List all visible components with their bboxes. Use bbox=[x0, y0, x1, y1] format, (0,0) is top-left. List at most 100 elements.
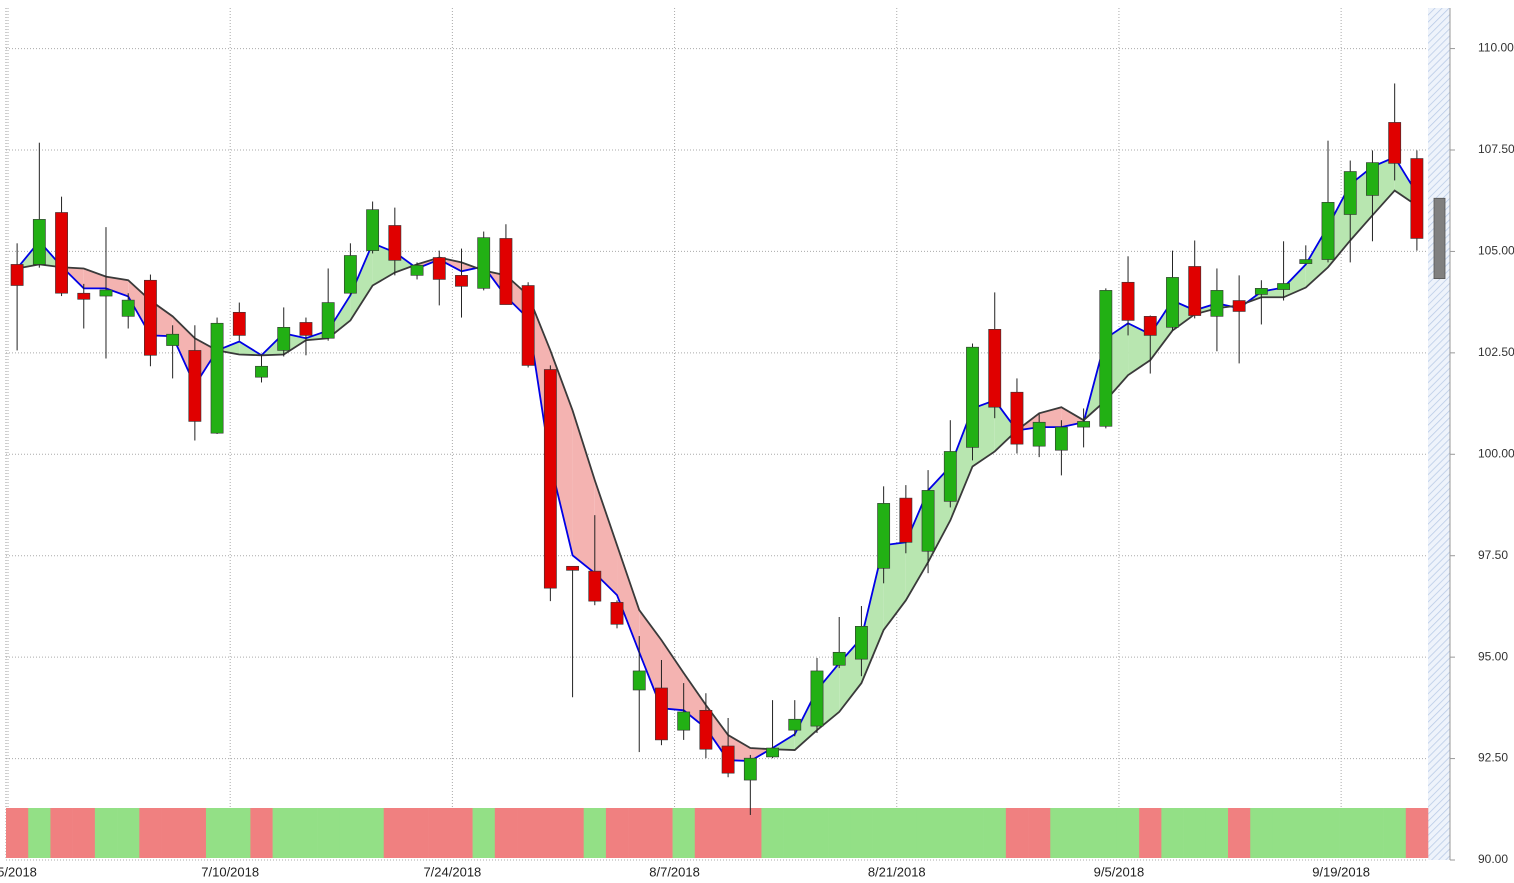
candle-body bbox=[188, 350, 202, 422]
candle-body bbox=[1388, 122, 1402, 164]
candle-body bbox=[877, 503, 891, 569]
candle-body bbox=[943, 451, 957, 502]
regime-segment bbox=[717, 808, 740, 858]
regime-segment bbox=[805, 808, 829, 858]
regime-segment bbox=[317, 808, 340, 858]
candle-body bbox=[255, 365, 268, 378]
regime-segment bbox=[605, 808, 629, 858]
regime-segment bbox=[872, 808, 896, 858]
regime-segment bbox=[6, 808, 29, 858]
candle-body bbox=[921, 490, 935, 552]
candle-body bbox=[1343, 171, 1357, 215]
y-tick-label: 102.50 bbox=[1478, 345, 1514, 359]
candle-body bbox=[321, 302, 335, 339]
band-fill bbox=[994, 400, 1017, 452]
moving-average-line bbox=[16, 189, 1418, 751]
candle-body bbox=[610, 602, 624, 625]
candle-body bbox=[1099, 290, 1113, 427]
regime-segment bbox=[494, 808, 518, 858]
candle-body bbox=[1277, 283, 1290, 290]
candle-body bbox=[1321, 202, 1335, 260]
x-tick-label: 8/21/2018 bbox=[868, 864, 926, 879]
regime-segment bbox=[628, 808, 651, 858]
band-fill bbox=[617, 545, 640, 653]
candle-body bbox=[966, 346, 979, 448]
band-fill bbox=[105, 276, 129, 297]
regime-segment bbox=[961, 808, 984, 858]
regime-segment bbox=[1228, 808, 1251, 858]
candle-body bbox=[77, 292, 91, 300]
y-tick-label: 97.50 bbox=[1478, 548, 1508, 562]
regime-segment bbox=[1294, 808, 1318, 858]
regime-segment bbox=[783, 808, 807, 858]
candle-body bbox=[232, 311, 246, 336]
regime-segment bbox=[383, 808, 407, 858]
regime-segment bbox=[1005, 808, 1029, 858]
candle-body bbox=[677, 711, 691, 731]
candle-body bbox=[1143, 316, 1157, 336]
regime-segment bbox=[28, 808, 51, 858]
regime-segment bbox=[450, 808, 473, 858]
candle-body bbox=[432, 257, 446, 280]
candle-body bbox=[343, 255, 357, 294]
regime-segment bbox=[139, 808, 162, 858]
candle-body bbox=[566, 565, 579, 571]
candle-body bbox=[721, 745, 735, 774]
candle-body bbox=[1410, 158, 1424, 239]
y-tick-label: 90.00 bbox=[1478, 852, 1508, 866]
regime-segment bbox=[405, 808, 429, 858]
regime-segment bbox=[205, 808, 229, 858]
regime-segment bbox=[1094, 808, 1118, 858]
regime-segment bbox=[1139, 808, 1162, 858]
x-tick-label: 6/25/2018 bbox=[0, 864, 37, 879]
candle-body bbox=[588, 570, 602, 602]
regime-segment bbox=[517, 808, 540, 858]
candle-body bbox=[988, 329, 1002, 408]
candle-body bbox=[655, 687, 668, 741]
candle-body bbox=[832, 651, 846, 666]
regime-segment bbox=[228, 808, 251, 858]
regime-segment bbox=[272, 808, 296, 858]
pending-zone bbox=[1428, 8, 1450, 860]
regime-segment bbox=[1161, 808, 1184, 858]
candle-body bbox=[388, 225, 402, 261]
regime-segment bbox=[183, 808, 207, 858]
y-tick-label: 107.50 bbox=[1478, 142, 1514, 156]
regime-segment bbox=[339, 808, 362, 858]
candle-body bbox=[788, 718, 802, 731]
candle-body bbox=[210, 322, 224, 434]
regime-segment bbox=[1072, 808, 1096, 858]
x-tick-label: 8/7/2018 bbox=[649, 864, 700, 879]
candle-body bbox=[10, 264, 24, 286]
candle-body bbox=[1077, 421, 1091, 428]
regime-segment bbox=[1050, 808, 1073, 858]
band-fill bbox=[350, 243, 373, 321]
band-fill bbox=[572, 410, 595, 574]
regime-segment bbox=[1383, 808, 1407, 858]
band-fill bbox=[1128, 323, 1151, 376]
candle-body bbox=[899, 497, 913, 543]
y-tick-label: 105.00 bbox=[1478, 244, 1514, 258]
regime-segment bbox=[761, 808, 784, 858]
candle-body bbox=[99, 289, 113, 297]
regime-segment bbox=[539, 808, 562, 858]
regime-segment bbox=[739, 808, 762, 858]
regime-segment bbox=[850, 808, 873, 858]
regime-segment bbox=[939, 808, 962, 858]
band-fill bbox=[83, 268, 106, 289]
moving-average-line bbox=[16, 156, 1418, 762]
candle-body bbox=[121, 299, 135, 317]
regime-segment bbox=[1028, 808, 1051, 858]
candle-body bbox=[366, 209, 380, 251]
regime-segment bbox=[916, 808, 940, 858]
candle-body bbox=[410, 264, 424, 276]
regime-segment bbox=[472, 808, 496, 858]
regime-segment bbox=[361, 808, 385, 858]
candle-body bbox=[521, 285, 535, 366]
candle-body bbox=[766, 747, 779, 758]
candle-body bbox=[166, 333, 180, 346]
candle-body bbox=[1054, 426, 1068, 451]
regime-segment bbox=[161, 808, 185, 858]
candle-body bbox=[1210, 290, 1224, 317]
candle-body bbox=[1121, 281, 1135, 321]
